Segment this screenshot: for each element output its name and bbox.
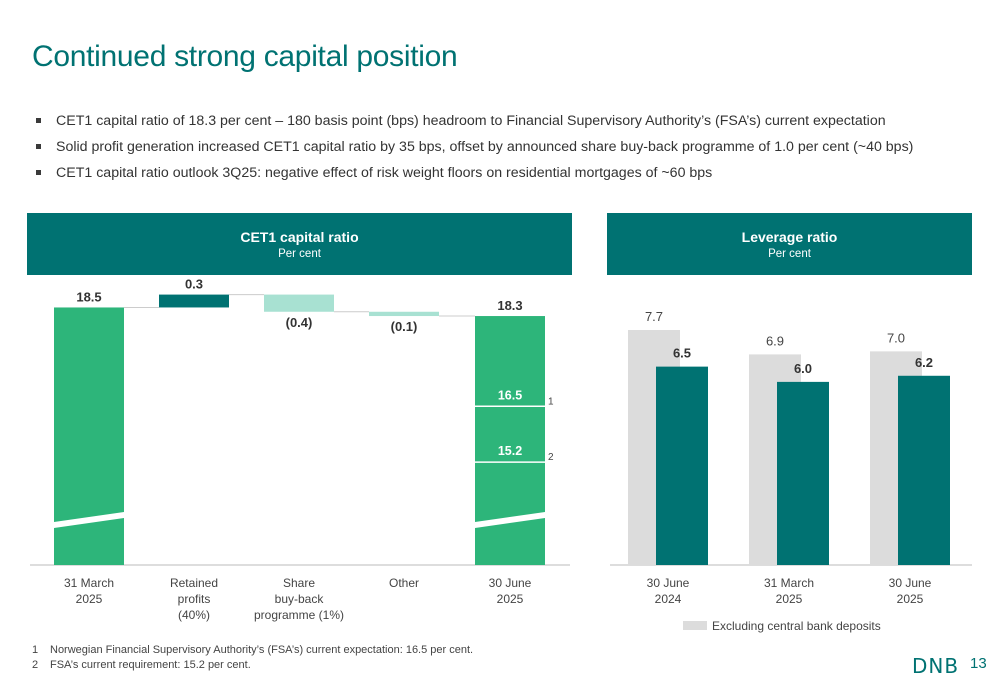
cet1-category-label: Other [389, 576, 419, 590]
cet1-bar [475, 316, 545, 565]
legend-label: Excluding central bank deposits [712, 619, 881, 633]
bullet-item: CET1 capital ratio of 18.3 per cent – 18… [36, 108, 913, 134]
leverage-grey-value-label: 7.0 [887, 330, 905, 345]
footnote-number: 2 [32, 659, 39, 671]
cet1-bar [159, 294, 229, 308]
cet1-bar [369, 311, 439, 317]
footnote-text: FSA’s current requirement: 15.2 per cent… [50, 659, 251, 671]
cet1-value-label: (0.1) [391, 319, 418, 334]
cet1-category-label: Retained profits (40%) [170, 576, 218, 622]
page-number: 13 [970, 655, 987, 672]
bullet-item: Solid profit generation increased CET1 c… [36, 134, 913, 160]
cet1-reference-footnote: 1 [548, 396, 554, 407]
leverage-panel-subtitle: Per cent [768, 248, 811, 260]
cet1-category-label: 30 June 2025 [489, 576, 532, 606]
dnb-logo: DNB [912, 654, 960, 678]
footnote-text: Norwegian Financial Supervisory Authorit… [50, 644, 474, 656]
bullet-text: Solid profit generation increased CET1 c… [56, 139, 914, 155]
legend-swatch [683, 621, 707, 630]
cet1-value-label: 0.3 [185, 277, 203, 292]
bullet-marker [36, 170, 41, 175]
cet1-value-label: 18.5 [76, 289, 101, 304]
cet1-reference-label: 15.2 [498, 444, 522, 458]
cet1-reference-footnote: 2 [548, 452, 554, 463]
bullet-text: CET1 capital ratio of 18.3 per cent – 18… [56, 113, 886, 129]
leverage-panel-title: Leverage ratio [741, 229, 838, 245]
cet1-category-label: Share buy-back programme (1%) [254, 576, 344, 622]
leverage-value-label: 6.2 [915, 355, 933, 370]
footnotes: 1 Norwegian Financial Supervisory Authori… [32, 643, 473, 673]
cet1-panel-title: CET1 capital ratio [240, 229, 359, 245]
leverage-value-label: 6.0 [794, 361, 812, 376]
cet1-value-label: 18.3 [497, 298, 522, 313]
cet1-panel-subtitle: Per cent [278, 248, 321, 260]
footnote-number: 1 [32, 644, 39, 656]
leverage-category-label: 30 June 2025 [889, 576, 932, 606]
cet1-value-label: (0.4) [286, 315, 313, 330]
leverage-bar [898, 375, 950, 565]
leverage-bar [777, 381, 829, 565]
cet1-reference-label: 16.5 [498, 388, 522, 402]
cet1-panel-header: CET1 capital ratio Per cent [27, 213, 572, 275]
bullet-marker [36, 144, 41, 149]
page-title: Continued strong capital position [32, 40, 458, 73]
cet1-axis-break [54, 512, 124, 528]
leverage-bar [656, 366, 708, 565]
leverage-category-label: 30 June 2024 [647, 576, 690, 606]
bullet-text: CET1 capital ratio outlook 3Q25: negativ… [56, 165, 713, 181]
cet1-bar [264, 294, 334, 312]
leverage-category-label: 31 March 2025 [764, 576, 814, 606]
cet1-axis-break [475, 512, 545, 528]
bullet-marker [36, 118, 41, 123]
leverage-panel-header: Leverage ratio Per cent [607, 213, 972, 275]
footnote-1: 1 Norwegian Financial Supervisory Authori… [32, 643, 473, 658]
footnote-2: 2 FSA’s current requirement: 15.2 per cen… [32, 658, 473, 673]
leverage-value-label: 6.5 [673, 346, 691, 361]
cet1-category-label: 31 March 2025 [64, 576, 114, 606]
bullet-list: CET1 capital ratio of 18.3 per cent – 18… [36, 108, 913, 186]
bullet-item: CET1 capital ratio outlook 3Q25: negativ… [36, 160, 913, 186]
leverage-grey-value-label: 7.7 [645, 309, 663, 324]
leverage-grey-value-label: 6.9 [766, 333, 784, 348]
